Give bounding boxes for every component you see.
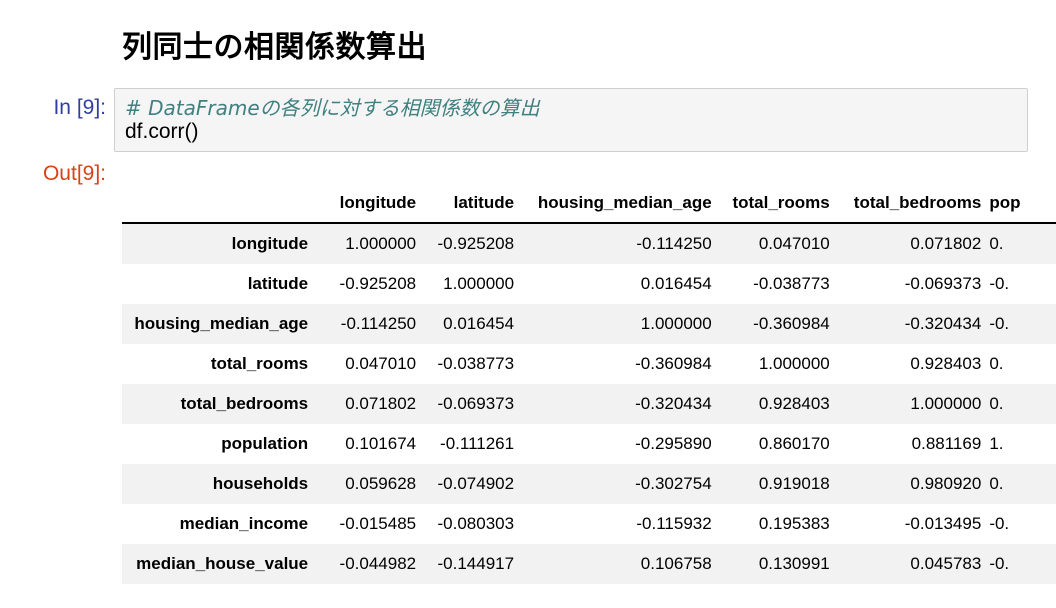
table-cell: -0. [989, 514, 1010, 533]
row-label: median_income [179, 514, 309, 533]
table-cell: -0.069373 [437, 394, 515, 413]
code-cell-input[interactable]: # DataFrameの各列に対する相関係数の算出 df.corr() [114, 88, 1028, 152]
table-cell: -0.114250 [636, 234, 712, 253]
table-cell: 1.000000 [758, 354, 830, 373]
table-cell: 1.000000 [345, 234, 417, 253]
table-cell: -0.074902 [437, 474, 515, 493]
table-cell: 0.047010 [758, 234, 830, 253]
column-header: total_rooms [711, 184, 830, 224]
table-cell: -0.015485 [339, 514, 417, 533]
row-label: households [212, 474, 309, 493]
row-label: longitude [231, 234, 309, 253]
table-cell: 0.881169 [911, 434, 982, 453]
table-cell: 0.045783 [910, 554, 982, 573]
markdown-heading: 列同士の相関係数算出 [122, 30, 427, 65]
row-label: median_house_value [136, 554, 309, 573]
table-cell: -0.114250 [340, 314, 417, 333]
row-label: population [221, 434, 309, 453]
table-cell: 0. [989, 394, 1004, 413]
table-cell: 0.928403 [758, 394, 830, 413]
column-header: pop [981, 184, 1056, 224]
dataframe-table: longitude latitude housing_median_age to… [122, 184, 1056, 584]
table-cell: 0.059628 [345, 474, 417, 493]
table-cell: 0.919018 [758, 474, 830, 493]
row-label: housing_median_age [134, 314, 309, 333]
table-cell: -0. [989, 274, 1010, 293]
table-cell: -0.115932 [636, 514, 712, 533]
table-cell: -0.044982 [339, 554, 417, 573]
header-row: longitude latitude housing_median_age to… [122, 184, 1056, 224]
table-row: households 0.059628 -0.074902 -0.302754 … [122, 464, 1056, 504]
table-cell: -0.111261 [440, 434, 515, 453]
table-cell: 0. [989, 234, 1004, 253]
table-cell: -0.360984 [635, 354, 712, 373]
table-row: population 0.101674 -0.111261 -0.295890 … [122, 424, 1056, 464]
table-cell: -0.013495 [904, 514, 982, 533]
table-cell: 0. [989, 474, 1004, 493]
table-cell: 0.016454 [640, 274, 712, 293]
table-row: latitude -0.925208 1.000000 0.016454 -0.… [122, 264, 1056, 304]
table-cell: 0.101674 [345, 434, 417, 453]
output-prompt: Out[9]: [42, 162, 106, 185]
table-header: longitude latitude housing_median_age to… [122, 184, 1056, 224]
table-row: median_income -0.015485 -0.080303 -0.115… [122, 504, 1056, 544]
table-cell: -0.925208 [437, 234, 515, 253]
table-cell: -0. [989, 554, 1010, 573]
table-cell: -0.080303 [437, 514, 515, 533]
table-cell: 0.980920 [910, 474, 982, 493]
table-cell: 0.047010 [345, 354, 417, 373]
table-cell: 0.016454 [443, 314, 515, 333]
table-cell: -0.320434 [904, 314, 982, 333]
table-row: housing_median_age -0.114250 0.016454 1.… [122, 304, 1056, 344]
index-header [122, 184, 319, 224]
table-body: longitude 1.000000 -0.925208 -0.114250 0… [122, 223, 1056, 584]
column-header: housing_median_age [514, 184, 712, 224]
table-cell: 1.000000 [910, 394, 982, 413]
table-cell: -0.360984 [753, 314, 830, 333]
row-label: total_rooms [210, 354, 309, 373]
table-cell: -0.925208 [339, 274, 417, 293]
row-label: latitude [247, 274, 309, 293]
table-cell: 0.860170 [758, 434, 830, 453]
table-cell: -0.144917 [437, 554, 515, 573]
table-cell: 1.000000 [640, 314, 712, 333]
table-cell: 0.195383 [758, 514, 830, 533]
table-cell: 1.000000 [443, 274, 515, 293]
table-cell: 0. [989, 354, 1004, 373]
column-header: latitude [416, 184, 515, 224]
table-cell: -0.302754 [635, 474, 712, 493]
table-cell: 1. [989, 434, 1004, 453]
table-cell: 0.071802 [345, 394, 417, 413]
table-cell: -0.320434 [635, 394, 712, 413]
row-label: total_bedrooms [180, 394, 309, 413]
table-cell: -0.295890 [635, 434, 712, 453]
output-area[interactable]: longitude latitude housing_median_age to… [122, 184, 1056, 608]
column-header: longitude [318, 184, 417, 224]
code-statement: df.corr() [125, 120, 199, 143]
table-row: total_rooms 0.047010 -0.038773 -0.360984… [122, 344, 1056, 384]
input-prompt: In [9]: [53, 96, 106, 119]
table-row: median_house_value -0.044982 -0.144917 0… [122, 544, 1056, 584]
table-row: total_bedrooms 0.071802 -0.069373 -0.320… [122, 384, 1056, 424]
code-comment: # DataFrameの各列に対する相関係数の算出 [125, 96, 540, 120]
table-cell: -0.038773 [753, 274, 830, 293]
table-cell: -0.069373 [904, 274, 982, 293]
table-row: longitude 1.000000 -0.925208 -0.114250 0… [122, 223, 1056, 264]
table-cell: 0.130991 [758, 554, 830, 573]
table-cell: 0.928403 [910, 354, 982, 373]
table-cell: 0.106758 [640, 554, 712, 573]
table-cell: 0.071802 [910, 234, 982, 253]
column-header: total_bedrooms [829, 184, 982, 224]
table-cell: -0. [989, 314, 1010, 333]
table-cell: -0.038773 [437, 354, 515, 373]
